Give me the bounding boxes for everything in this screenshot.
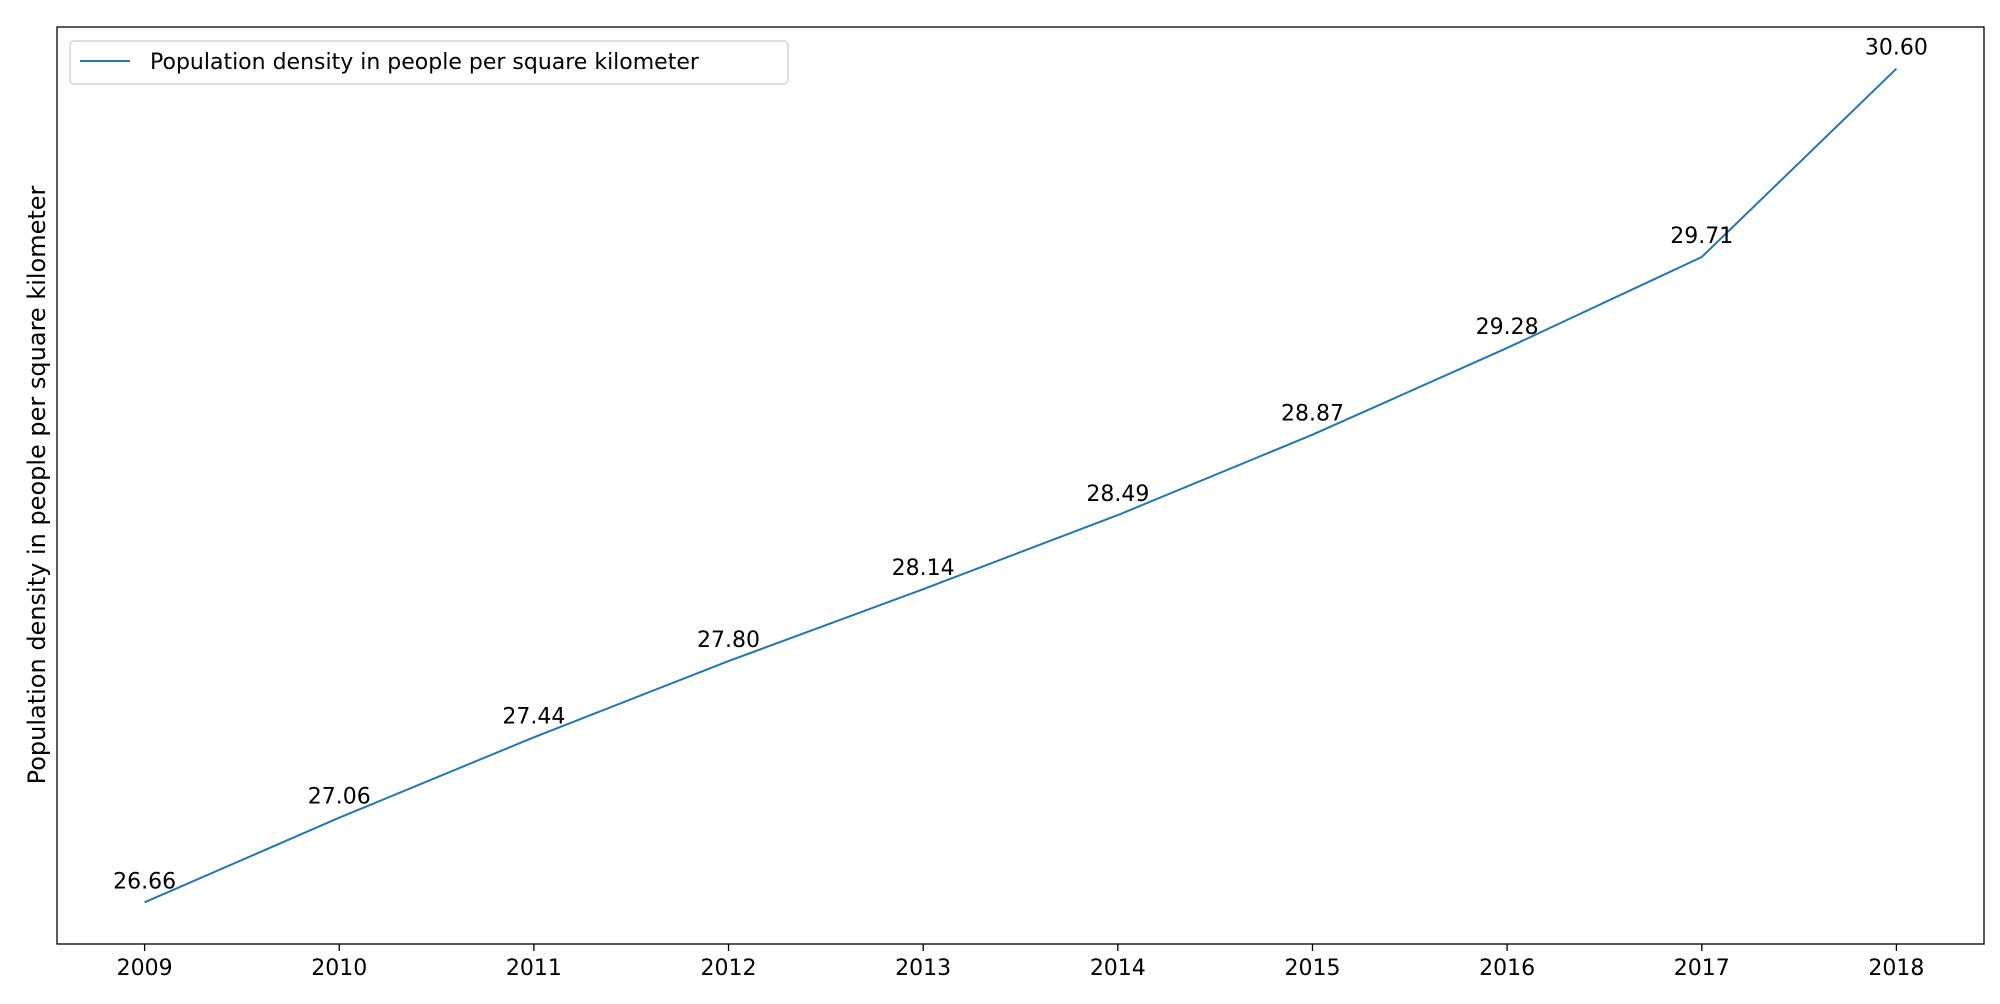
x-tick-label: 2017 — [1674, 956, 1730, 981]
x-tick-label: 2013 — [895, 956, 951, 981]
data-label: 26.66 — [113, 869, 176, 894]
data-label: 27.06 — [308, 785, 371, 810]
x-axis-ticks: 2009 2010 2011 2012 2013 2014 2015 2016 2017 2018 — [117, 944, 1925, 981]
data-label: 30.60 — [1865, 36, 1928, 61]
data-label: 28.49 — [1086, 482, 1149, 507]
data-label: 27.80 — [697, 628, 760, 653]
x-tick-label: 2011 — [506, 956, 562, 981]
data-label: 29.28 — [1476, 315, 1539, 340]
data-label: 28.87 — [1281, 402, 1344, 427]
y-axis-label: Population density in people per square … — [23, 185, 51, 784]
x-tick-label: 2009 — [117, 956, 173, 981]
legend-entry-label: Population density in people per square … — [150, 50, 700, 75]
legend: Population density in people per square … — [70, 41, 788, 84]
x-tick-label: 2010 — [311, 956, 367, 981]
data-label: 29.71 — [1670, 224, 1733, 249]
x-tick-label: 2012 — [701, 956, 757, 981]
x-tick-label: 2015 — [1284, 956, 1340, 981]
data-label: 27.44 — [502, 704, 565, 729]
data-label: 28.14 — [892, 556, 955, 581]
x-tick-label: 2018 — [1868, 956, 1924, 981]
x-tick-label: 2014 — [1090, 956, 1146, 981]
x-tick-label: 2016 — [1479, 956, 1535, 981]
data-labels: 26.66 27.06 27.44 27.80 28.14 28.49 28.87 29.28… — [113, 36, 1928, 895]
series-layer — [144, 69, 1896, 903]
series-line — [145, 69, 1897, 903]
